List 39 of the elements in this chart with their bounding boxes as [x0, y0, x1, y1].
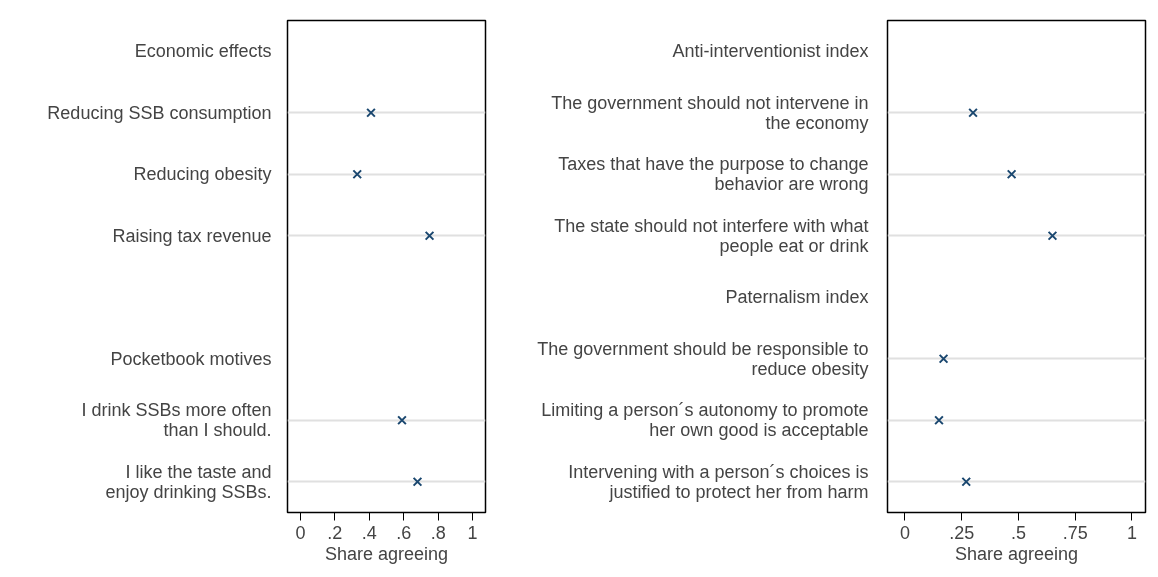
- point: [397, 415, 407, 426]
- y-tick-label: Economic effects: [134, 41, 272, 62]
- x-tick-label: .4: [361, 522, 377, 543]
- x-tick-label: .75: [1062, 522, 1088, 543]
- x-tick-label: .5: [1010, 522, 1026, 543]
- x-tick-label: .25: [949, 522, 975, 543]
- x-axis-title: Share agreeing: [324, 543, 449, 564]
- x-tick-label: .2: [327, 522, 343, 543]
- y-tick-label: Pocketbook motives: [110, 348, 272, 369]
- y-tick-label: Limiting a person´s autonomy to promote her own good is acceptable: [541, 400, 869, 441]
- point: [366, 107, 376, 118]
- y-tick-label: The state should not interfere with what people eat or drink: [554, 215, 870, 256]
- point: [961, 476, 972, 487]
- x-tick-label: 1: [1126, 522, 1137, 543]
- y-tick-label: Reducing SSB consumption: [47, 102, 272, 123]
- point: [934, 415, 944, 426]
- y-tick-label: Paternalism index: [725, 287, 869, 308]
- point: [1006, 169, 1017, 180]
- point: [968, 107, 978, 118]
- point: [352, 169, 363, 180]
- y-tick-label: I drink SSBs more often than I should.: [81, 400, 272, 441]
- point: [938, 353, 949, 364]
- y-tick-label: Anti-interventionist index: [672, 41, 869, 62]
- y-tick-label: The government should be responsible to reduce obesity: [537, 338, 869, 379]
- x-tick-label: .6: [396, 522, 412, 543]
- x-tick-label: .8: [430, 522, 446, 543]
- point: [424, 230, 435, 241]
- y-tick-label: I like the taste and enjoy drinking SSBs.: [105, 461, 272, 502]
- y-tick-label: Intervening with a person´s choices is justified to protect her from harm: [568, 461, 869, 502]
- y-tick-label: Raising tax revenue: [112, 225, 272, 246]
- y-tick-label: The government should not intervene in the economy: [551, 92, 869, 133]
- x-axis-title: Share agreeing: [954, 543, 1079, 564]
- x-tick-label: 0: [899, 522, 910, 543]
- y-tick-label: Reducing obesity: [133, 164, 272, 185]
- point: [412, 476, 423, 487]
- y-tick-label: Taxes that have the purpose to change behavior are wrong: [558, 154, 869, 195]
- x-tick-label: 0: [295, 522, 306, 543]
- x-tick-label: 1: [467, 522, 478, 543]
- point: [1047, 230, 1058, 241]
